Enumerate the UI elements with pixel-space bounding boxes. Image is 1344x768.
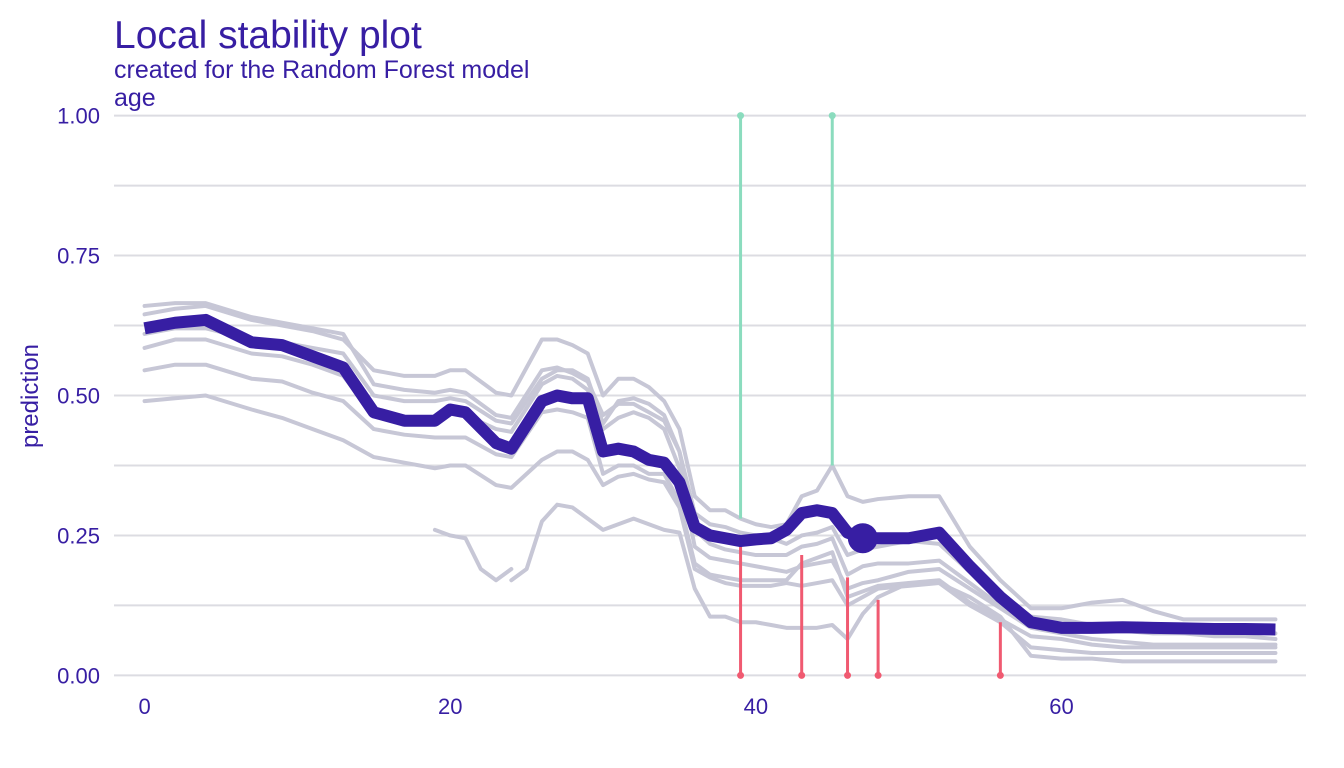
y-axis-label: prediction: [17, 344, 44, 448]
negative-residual-dot: [737, 671, 745, 679]
negative-residual-dot: [798, 671, 806, 679]
neighbor-line: [142, 303, 1278, 622]
grid-lines: [114, 114, 1306, 677]
chart-title: Local stability plot: [114, 14, 422, 57]
neighbor-line: [142, 393, 1278, 656]
y-tick-label: 0.00: [57, 663, 100, 688]
neighbor-line: [142, 337, 1278, 647]
x-tick-label: 0: [138, 694, 150, 719]
x-tick-label: 40: [744, 694, 768, 719]
main-profile-line: [143, 313, 1276, 636]
negative-residual-dot: [874, 671, 882, 679]
neighbor-line: [432, 527, 514, 583]
neighbor-line: [142, 326, 1278, 642]
positive-residual-dot: [828, 112, 836, 120]
y-tick-label: 0.25: [57, 523, 100, 548]
x-tick-label: 60: [1049, 694, 1073, 719]
positive-residual-dot: [737, 112, 745, 120]
main-profile: [143, 313, 1276, 636]
axis-labels: 0.00 0.25 0.50 0.75 1.00 0 20 40 60: [57, 104, 1074, 719]
chart-subtitle: created for the Random Forest model: [114, 56, 530, 84]
neighbor-line: [509, 502, 1278, 664]
neighbor-line: [142, 362, 1278, 650]
observation-point: [847, 523, 878, 554]
y-tick-label: 0.50: [57, 384, 100, 409]
residual-segments: [737, 112, 1004, 679]
y-tick-label: 0.75: [57, 244, 100, 269]
facet-label: age: [114, 84, 156, 112]
negative-residual-dot: [996, 671, 1004, 679]
x-tick-label: 20: [438, 694, 462, 719]
y-tick-label: 1.00: [57, 104, 100, 129]
negative-residual-dot: [844, 671, 852, 679]
